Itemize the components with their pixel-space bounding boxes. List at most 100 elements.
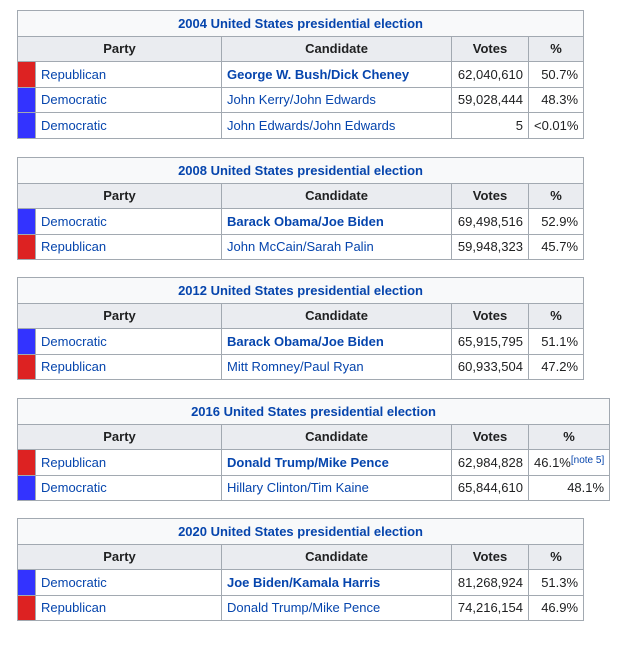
- title-row: 2012 United States presidential election: [16, 277, 585, 304]
- column-header: Votes: [451, 543, 529, 570]
- candidate-row: Democratic Barack Obama/Joe Biden 69,498,5…: [17, 208, 585, 235]
- party-cell: Democratic: [35, 112, 222, 139]
- party-link[interactable]: Republican: [41, 600, 107, 616]
- column-header: Candidate: [221, 423, 452, 450]
- column-header: %: [527, 543, 585, 570]
- party-color: [17, 594, 36, 621]
- column-header: Party: [17, 423, 222, 450]
- table-title: 2016 United States presidential election: [16, 398, 611, 425]
- header-row: Party Candidate Votes%: [17, 302, 585, 329]
- party-cell: Republican: [35, 61, 222, 88]
- candidate-link[interactable]: George W. Bush/Dick Cheney: [227, 66, 410, 82]
- candidate-link[interactable]: Donald Trump/Mike Pence: [227, 600, 381, 616]
- footnote-link[interactable]: [note 5]: [570, 454, 605, 466]
- table-title: 2012 United States presidential election: [16, 277, 585, 304]
- votes-cell: 65,844,610: [451, 474, 529, 501]
- percent-value: 46.1%: [534, 454, 571, 470]
- candidate-row: Democratic Joe Biden/Kamala Harris 81,268,…: [17, 569, 585, 596]
- column-header: %: [527, 423, 611, 450]
- candidate-row: Democratic Hillary Clinton/Tim Kaine 65,84…: [17, 474, 611, 501]
- percent-cell: 52.9%: [527, 208, 585, 235]
- percent-cell: <0.01%: [527, 112, 585, 139]
- party-cell: Democratic: [35, 86, 222, 113]
- party-link[interactable]: Democratic: [41, 480, 107, 496]
- party-link[interactable]: Democratic: [41, 117, 107, 133]
- column-header: %: [527, 182, 585, 209]
- party-color: [17, 353, 36, 380]
- candidate-link[interactable]: John McCain/Sarah Palin: [227, 239, 374, 255]
- title-link[interactable]: 2012 United States presidential election: [178, 282, 423, 298]
- column-header: Votes: [451, 423, 529, 450]
- party-cell: Republican: [35, 353, 222, 380]
- candidate-link[interactable]: Barack Obama/Joe Biden: [227, 333, 384, 349]
- candidate-cell: Hillary Clinton/Tim Kaine: [221, 474, 452, 501]
- percent-cell: 50.7%: [527, 61, 585, 88]
- party-cell: Democratic: [35, 208, 222, 235]
- party-link[interactable]: Democratic: [41, 574, 107, 590]
- candidate-cell: Barack Obama/Joe Biden: [221, 328, 452, 355]
- candidate-link[interactable]: Donald Trump/Mike Pence: [227, 454, 389, 470]
- title-row: 2004 United States presidential election: [16, 10, 585, 37]
- votes-cell: 5: [451, 112, 529, 139]
- percent-cell: 45.7%: [527, 233, 585, 260]
- column-header: Candidate: [221, 543, 452, 570]
- percent-cell: 46.9%: [527, 594, 585, 621]
- candidate-cell: John Kerry/John Edwards: [221, 86, 452, 113]
- column-header: Votes: [451, 35, 529, 62]
- percent-value: 48.3%: [541, 92, 579, 108]
- party-link[interactable]: Republican: [41, 239, 107, 255]
- candidate-link[interactable]: Mitt Romney/Paul Ryan: [227, 359, 364, 375]
- column-header: %: [527, 35, 585, 62]
- candidate-link[interactable]: Hillary Clinton/Tim Kaine: [227, 480, 369, 496]
- title-link[interactable]: 2020 United States presidential election: [178, 523, 423, 539]
- percent-cell: 51.1%: [527, 328, 585, 355]
- percent-value: 50.7%: [541, 66, 579, 82]
- title-row: 2008 United States presidential election: [16, 157, 585, 184]
- percent-value: 52.9%: [541, 213, 579, 229]
- percent-value: 47.2%: [541, 359, 579, 375]
- column-header: Party: [17, 182, 222, 209]
- party-link[interactable]: Democratic: [41, 333, 107, 349]
- column-header: Votes: [451, 182, 529, 209]
- percent-cell: 51.3%: [527, 569, 585, 596]
- candidate-row: Republican Mitt Romney/Paul Ryan 60,933,50…: [17, 353, 585, 380]
- candidate-link[interactable]: John Edwards/John Edwards: [227, 117, 396, 133]
- party-link[interactable]: Democratic: [41, 213, 107, 229]
- party-link[interactable]: Republican: [41, 66, 107, 82]
- votes-cell: 69,498,516: [451, 208, 529, 235]
- party-link[interactable]: Republican: [41, 454, 107, 470]
- party-link[interactable]: Democratic: [41, 92, 107, 108]
- title-link[interactable]: 2016 United States presidential election: [191, 403, 436, 419]
- votes-cell: 81,268,924: [451, 569, 529, 596]
- header-row: Party Candidate Votes%: [17, 182, 585, 209]
- table-title: 2020 United States presidential election: [16, 518, 585, 545]
- party-link[interactable]: Republican: [41, 359, 107, 375]
- votes-cell: 62,040,610: [451, 61, 529, 88]
- percent-cell: 48.3%: [527, 86, 585, 113]
- candidate-link[interactable]: Barack Obama/Joe Biden: [227, 213, 384, 229]
- candidate-row: Republican George W. Bush/Dick Cheney 62,0…: [17, 61, 585, 88]
- candidate-cell: Barack Obama/Joe Biden: [221, 208, 452, 235]
- candidate-cell: John Edwards/John Edwards: [221, 112, 452, 139]
- party-cell: Democratic: [35, 474, 222, 501]
- column-header: Candidate: [221, 182, 452, 209]
- percent-cell: 47.2%: [527, 353, 585, 380]
- title-row: 2016 United States presidential election: [16, 398, 611, 425]
- column-header: Votes: [451, 302, 529, 329]
- title-link[interactable]: 2008 United States presidential election: [178, 162, 423, 178]
- party-cell: Democratic: [35, 569, 222, 596]
- party-color: [17, 449, 36, 476]
- candidate-link[interactable]: Joe Biden/Kamala Harris: [227, 574, 381, 590]
- votes-cell: 74,216,154: [451, 594, 529, 621]
- candidate-cell: Mitt Romney/Paul Ryan: [221, 353, 452, 380]
- candidate-link[interactable]: John Kerry/John Edwards: [227, 92, 376, 108]
- column-header: Party: [17, 543, 222, 570]
- title-link[interactable]: 2004 United States presidential election: [178, 15, 423, 31]
- candidate-cell: John McCain/Sarah Palin: [221, 233, 452, 260]
- party-color: [17, 233, 36, 260]
- party-color: [17, 86, 36, 113]
- party-cell: Republican: [35, 233, 222, 260]
- votes-cell: 59,948,323: [451, 233, 529, 260]
- election-table: 2016 United States presidential election…: [16, 398, 611, 501]
